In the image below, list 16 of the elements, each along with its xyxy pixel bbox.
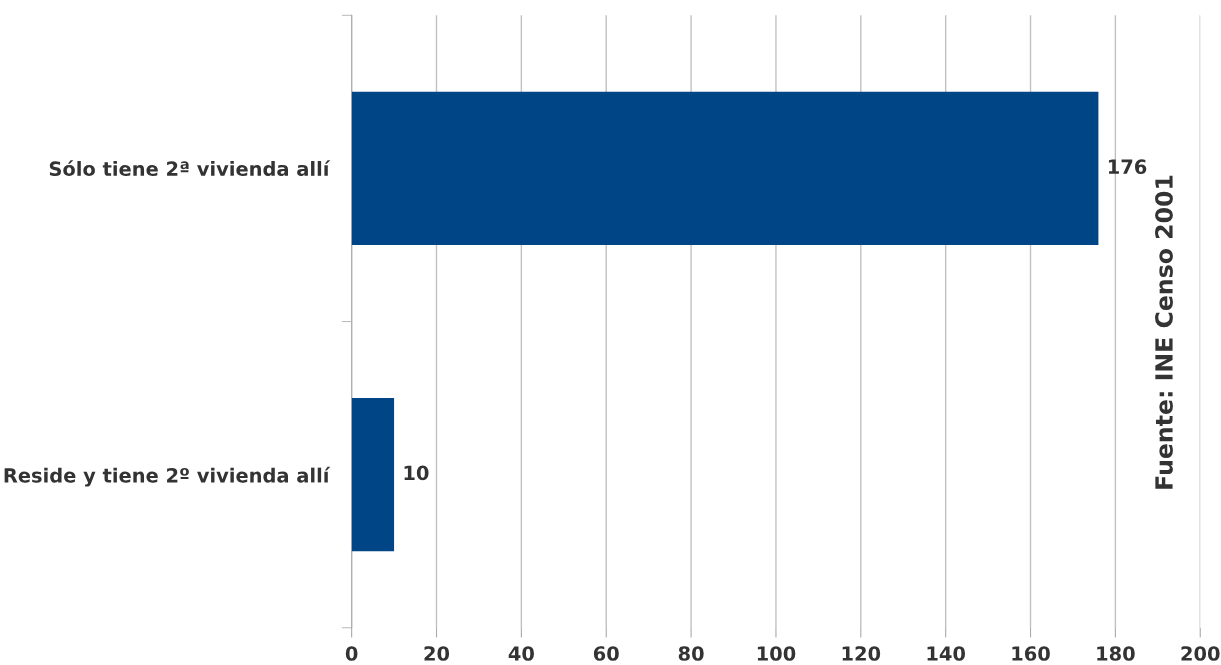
annotation: Fuente: INE Censo 2001 (1155, 175, 1173, 489)
x-tick-label: 40 (508, 646, 534, 661)
x-tick-label: 60 (593, 646, 619, 661)
x-tick-label: 200 (1181, 646, 1220, 661)
x-tick-label: 160 (1012, 646, 1050, 661)
x-tick-label: 140 (927, 646, 966, 661)
x-tick-label: 180 (1097, 646, 1135, 661)
x-tick-label: 80 (678, 646, 704, 661)
x-tick-label: 100 (757, 646, 796, 661)
x-tick-label: 20 (424, 646, 450, 661)
y-tick-label: Reside y tiene 2º vivienda allí (4, 466, 331, 487)
data-label: 176 (1108, 159, 1147, 175)
y-tick-label: Sólo tiene 2ª vivienda allí (49, 160, 331, 177)
x-tick-label: 120 (842, 646, 881, 661)
data-label: 10 (404, 465, 429, 481)
x-tick-label: 0 (345, 646, 358, 661)
